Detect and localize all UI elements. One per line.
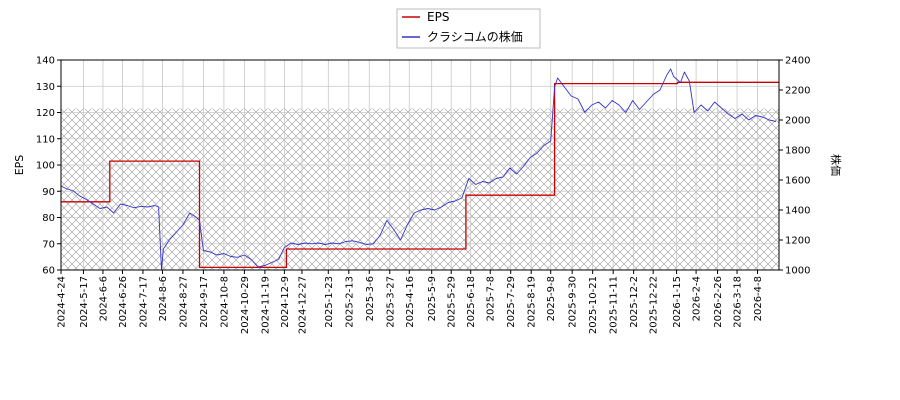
x-tick-label: 2025-3-6 xyxy=(365,276,376,321)
x-tick-label: 2026-2-26 xyxy=(713,276,724,328)
left-tick-label: 140 xyxy=(36,56,55,67)
left-tick-label: 70 xyxy=(42,239,55,250)
price-series-line xyxy=(61,68,777,270)
left-tick-label: 110 xyxy=(36,134,55,145)
legend-box xyxy=(396,8,541,49)
right-axis: 1000 1200 1400 1600 1800 2000 2200 2400 xyxy=(779,56,810,277)
left-tick-label: 120 xyxy=(36,108,55,119)
left-axis-label: EPS xyxy=(13,155,26,176)
right-tick-label: 1200 xyxy=(785,236,810,247)
x-tick-label: 2024-10-8 xyxy=(219,276,230,328)
x-tick-label: 2024-12-9 xyxy=(280,276,291,328)
x-tick-label: 2025-12-2 xyxy=(629,276,640,328)
right-tick-label: 1800 xyxy=(785,146,810,157)
legend: EPS クラシコムの株価 xyxy=(396,8,541,49)
legend-label-eps: EPS xyxy=(427,10,449,24)
x-tick-label: 2024-6-26 xyxy=(118,276,129,328)
left-tick-label: 100 xyxy=(36,161,55,172)
x-tick-label: 2025-4-16 xyxy=(405,276,416,328)
right-tick-label: 1400 xyxy=(785,206,810,217)
left-tick-label: 130 xyxy=(36,82,55,93)
x-tick-label: 2025-5-29 xyxy=(447,276,458,328)
right-tick-label: 1600 xyxy=(785,176,810,187)
x-axis: 2024-4-24 2024-5-17 2024-6-6 2024-6-26 2024-… xyxy=(57,270,764,334)
x-tick-label: 2024-10-29 xyxy=(240,276,251,334)
right-tick-label: 2000 xyxy=(785,116,810,127)
x-tick-label: 2024-9-17 xyxy=(199,276,210,328)
x-tick-label: 2025-10-21 xyxy=(588,276,599,334)
x-tick-label: 2025-1-23 xyxy=(324,276,335,328)
grid xyxy=(60,59,779,271)
x-tick-label: 2025-3-27 xyxy=(385,276,396,328)
x-tick-label: 2024-5-17 xyxy=(79,276,90,328)
right-tick-label: 1000 xyxy=(785,266,810,277)
x-tick-label: 2025-5-9 xyxy=(427,276,438,321)
left-tick-label: 60 xyxy=(42,266,55,277)
x-tick-label: 2024-6-6 xyxy=(98,276,109,321)
x-tick-label: 2025-7-8 xyxy=(486,276,497,321)
x-tick-label: 2025-12-22 xyxy=(649,276,660,334)
x-tick-label: 2025-9-30 xyxy=(568,276,579,328)
x-tick-label: 2025-8-19 xyxy=(527,276,538,328)
x-tick-label: 2025-7-29 xyxy=(506,276,517,328)
x-tick-label: 2024-8-27 xyxy=(178,276,189,328)
left-axis: 60 70 80 90 100 110 120 130 140 xyxy=(36,56,61,277)
x-tick-label: 2026-1-15 xyxy=(672,276,683,328)
x-tick-label: 2026-3-18 xyxy=(733,276,744,328)
x-tick-label: 2026-4-8 xyxy=(753,276,764,321)
right-tick-label: 2200 xyxy=(785,86,810,97)
right-axis-label: 株価 xyxy=(829,154,843,176)
series-layer xyxy=(61,68,779,270)
x-tick-label: 2024-11-19 xyxy=(260,276,271,334)
x-tick-label: 2025-9-8 xyxy=(546,276,557,321)
x-tick-label: 2024-4-24 xyxy=(57,276,68,328)
x-tick-label: 2026-2-4 xyxy=(692,276,703,321)
x-tick-label: 2025-2-13 xyxy=(344,276,355,328)
x-tick-label: 2024-8-6 xyxy=(158,276,169,321)
left-tick-label: 90 xyxy=(42,187,55,198)
x-tick-label: 2025-11-11 xyxy=(609,276,620,334)
eps-series-line xyxy=(61,81,779,269)
hatched-band xyxy=(61,108,779,270)
x-tick-label: 2024-12-27 xyxy=(297,276,308,334)
left-tick-label: 80 xyxy=(42,213,55,224)
x-tick-label: 2025-6-18 xyxy=(466,276,477,328)
right-tick-label: 2400 xyxy=(785,56,810,67)
x-tick-label: 2024-7-17 xyxy=(138,276,149,328)
legend-label-price: クラシコムの株価 xyxy=(427,29,523,44)
